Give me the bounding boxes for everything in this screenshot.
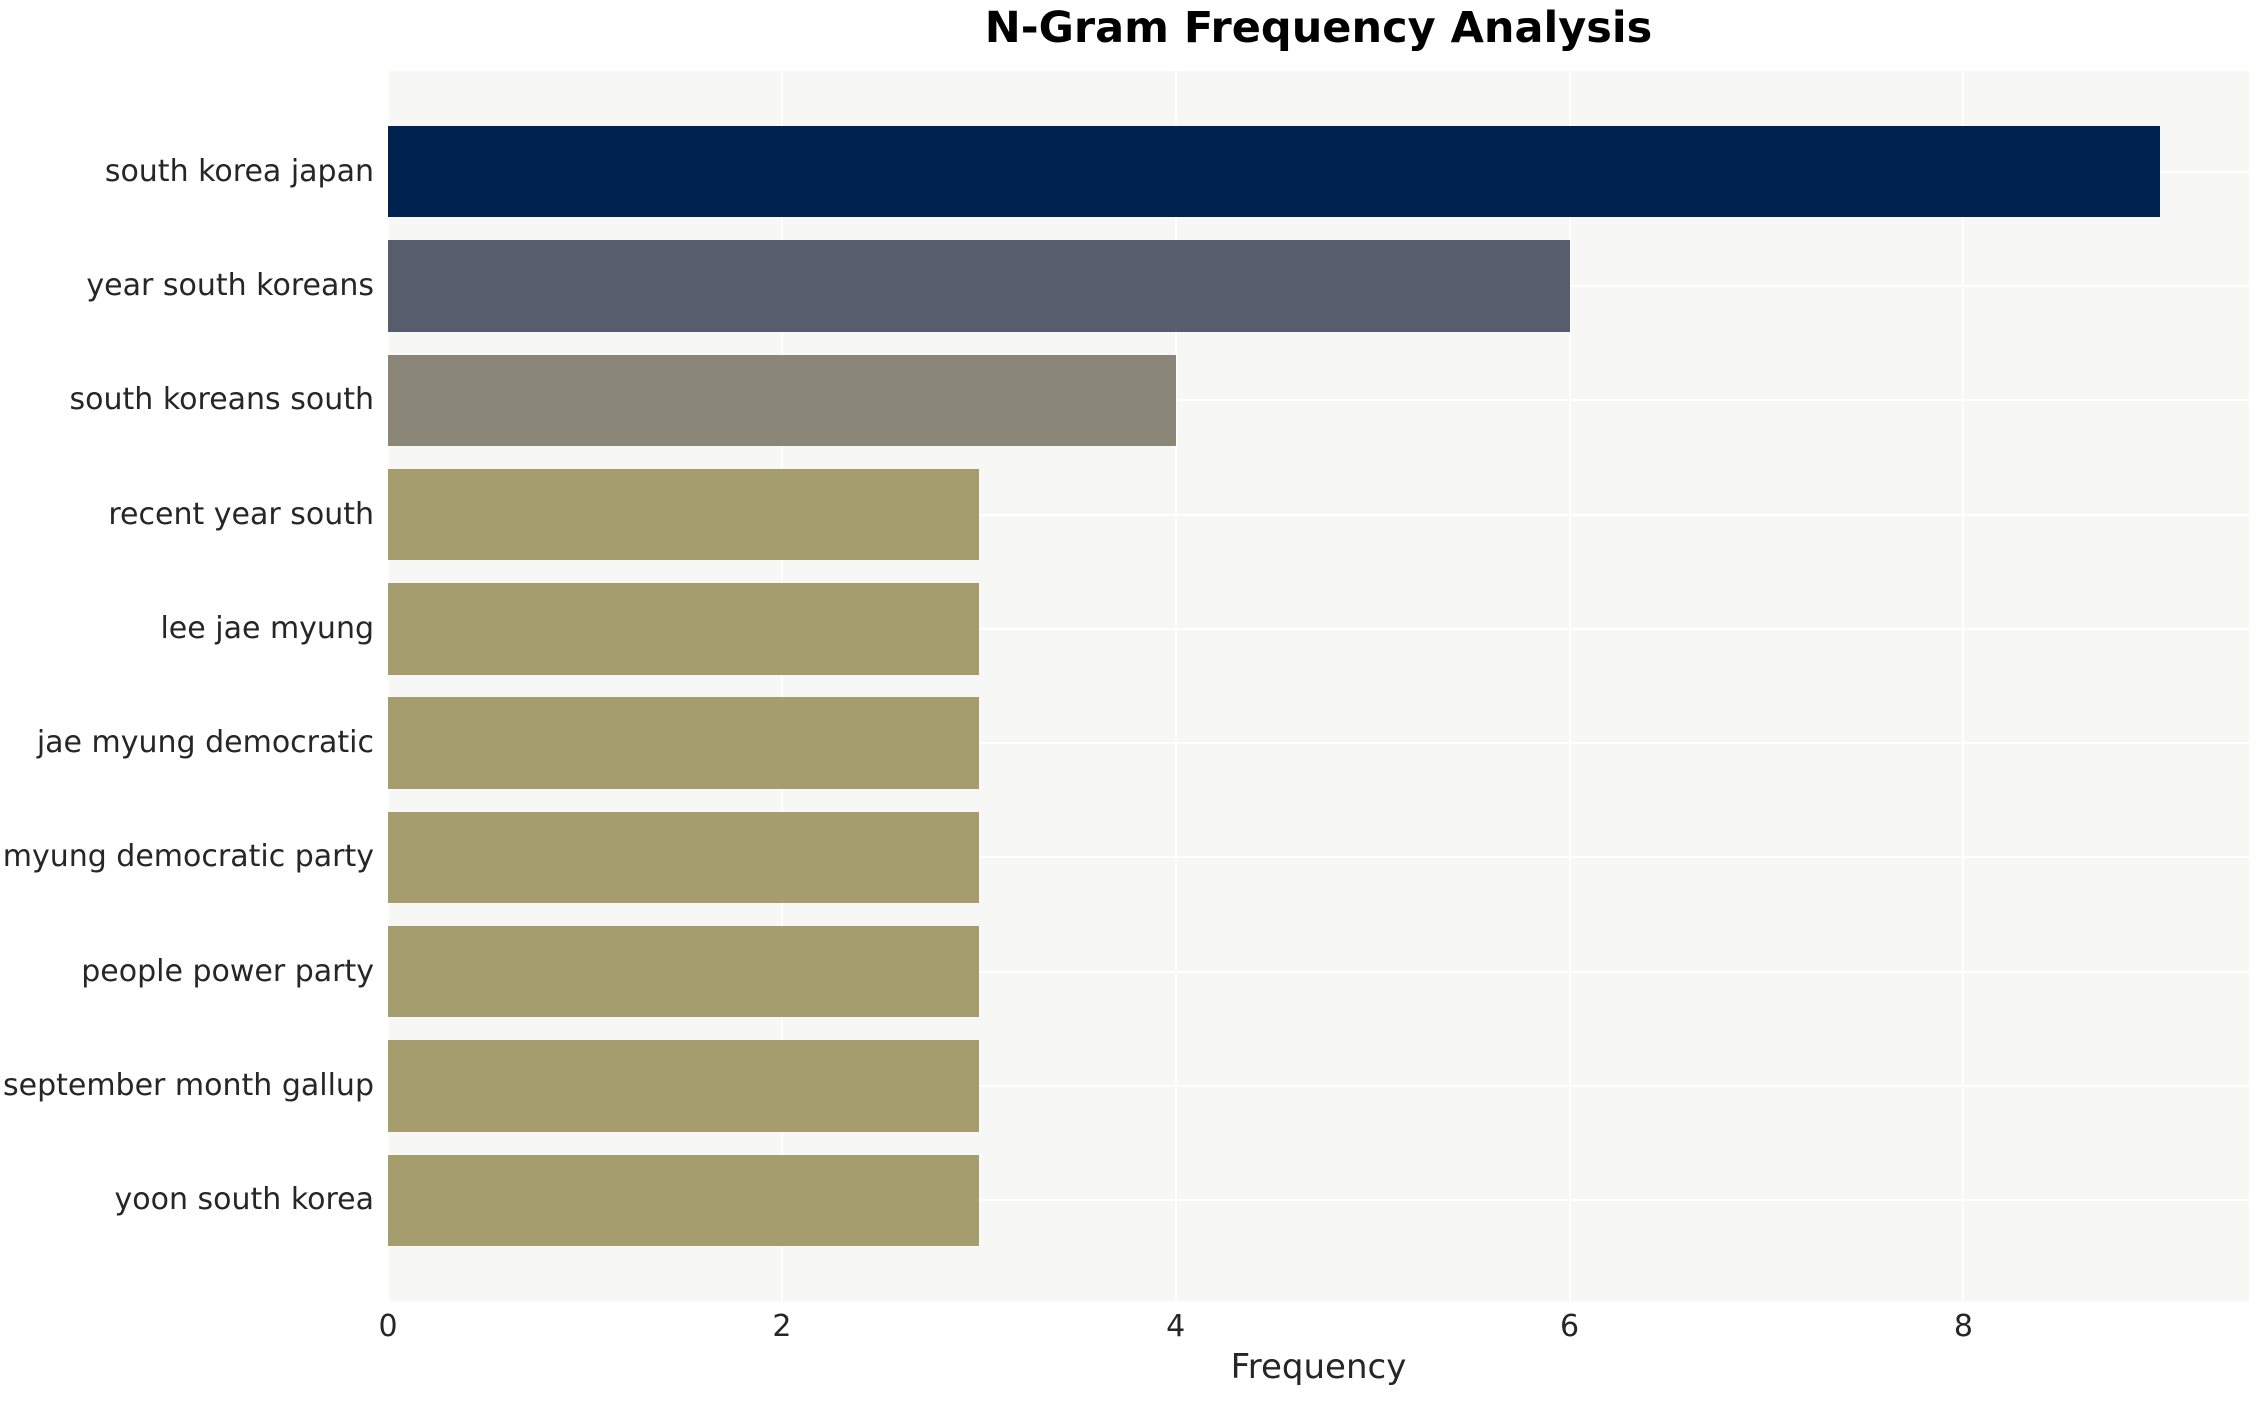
bar-lee-jae-myung [388,583,979,675]
y-gridline [388,742,2249,745]
bar-people-power-party [388,926,979,1018]
plot-area [388,71,2249,1301]
y-tick-label: year south koreans [86,267,374,303]
bar-south-koreans-south [388,354,1176,446]
x-tick-label: 2 [772,1309,792,1344]
x-tick-label: 6 [1560,1309,1580,1344]
y-gridline [388,1085,2249,1088]
bar-jae-myung-democratic [388,697,979,789]
bar-september-month-gallup [388,1040,979,1132]
x-gridline [1568,71,1571,1301]
bar-myung-democratic-party [388,811,979,904]
y-gridline [388,1199,2249,1202]
x-tick-label: 8 [1953,1309,1973,1344]
x-gridline [1962,71,1965,1301]
y-tick-label: south koreans south [69,382,374,418]
y-gridline [388,970,2249,973]
y-tick-label: lee jae myung [160,610,374,646]
y-gridline [388,627,2249,630]
y-tick-label: myung democratic party [2,839,374,875]
x-axis-title: Frequency [1230,1347,1407,1387]
x-gridline [1174,71,1177,1301]
bar-year-south-koreans [388,240,1570,332]
x-axis-ticks: 0 2 4 6 8 [378,1308,2249,1348]
y-tick-label: jae myung democratic [36,725,374,761]
bar-recent-year-south [388,468,979,561]
bar-south-korea-japan [388,125,2161,218]
y-tick-label: recent year south [108,496,374,532]
chart-title: N-Gram Frequency Analysis [984,3,1653,53]
x-gridline [388,71,389,1301]
x-tick-label: 4 [1166,1309,1186,1344]
x-gridline [780,71,783,1301]
y-gridline [388,856,2249,859]
y-gridline [388,513,2249,516]
y-tick-label: yoon south korea [114,1182,375,1218]
y-tick-label: september month gallup [2,1068,374,1104]
y-gridline [388,399,2249,402]
y-axis-labels: south korea japan year south koreans south… [0,71,374,1301]
y-tick-label: south korea japan [104,153,374,189]
x-tick-label: 0 [378,1309,398,1344]
bar-yoon-south-korea [388,1154,979,1247]
y-tick-label: people power party [81,953,374,989]
